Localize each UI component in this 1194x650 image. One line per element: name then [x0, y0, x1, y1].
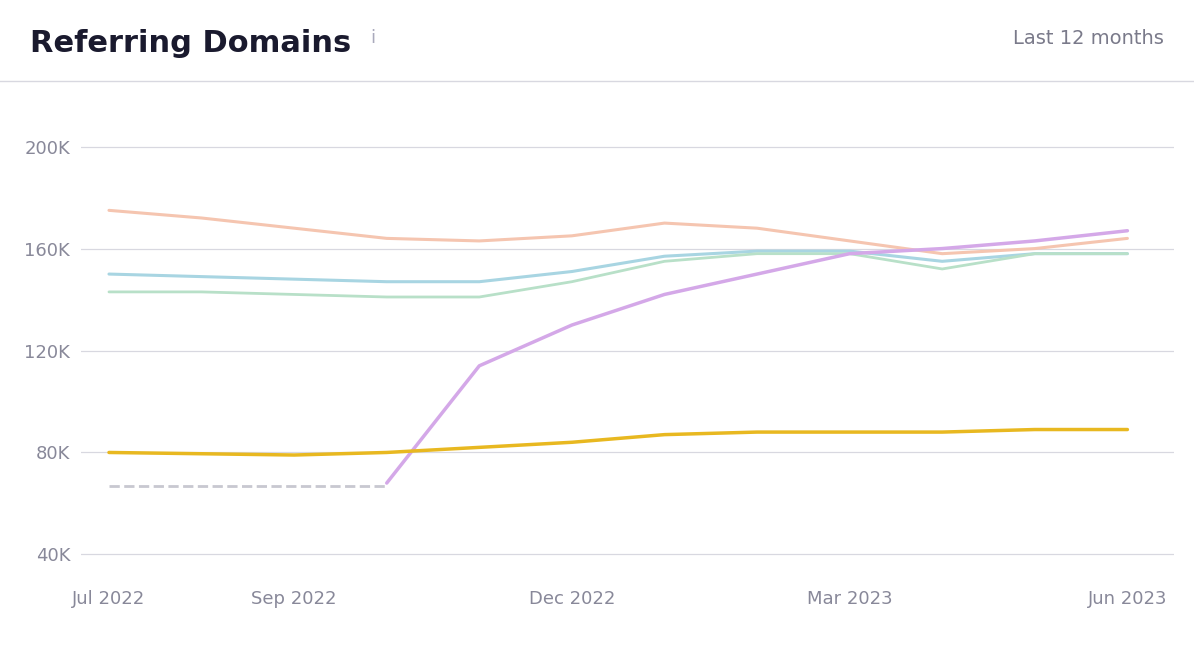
Text: Referring Domains: Referring Domains	[30, 29, 351, 58]
Text: i: i	[370, 29, 375, 47]
Text: Last 12 months: Last 12 months	[1014, 29, 1164, 48]
